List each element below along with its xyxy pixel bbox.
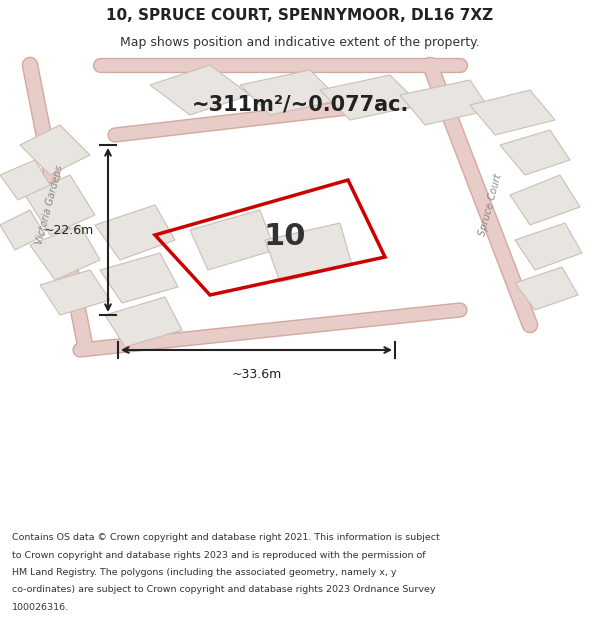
Polygon shape — [150, 65, 250, 115]
Polygon shape — [40, 270, 110, 315]
Text: Victoria Gardens: Victoria Gardens — [35, 164, 65, 246]
Polygon shape — [470, 90, 555, 135]
Polygon shape — [105, 297, 182, 347]
Polygon shape — [95, 205, 175, 260]
Polygon shape — [320, 75, 420, 120]
Polygon shape — [0, 160, 50, 200]
Text: ~311m²/~0.077ac.: ~311m²/~0.077ac. — [191, 95, 409, 115]
Text: Spruce Court: Spruce Court — [477, 173, 503, 237]
Text: Map shows position and indicative extent of the property.: Map shows position and indicative extent… — [120, 36, 480, 49]
Polygon shape — [265, 223, 352, 282]
Text: to Crown copyright and database rights 2023 and is reproduced with the permissio: to Crown copyright and database rights 2… — [12, 551, 425, 559]
Text: Contains OS data © Crown copyright and database right 2021. This information is : Contains OS data © Crown copyright and d… — [12, 533, 440, 542]
Polygon shape — [400, 80, 490, 125]
Polygon shape — [20, 125, 90, 175]
Text: 10, SPRUCE COURT, SPENNYMOOR, DL16 7XZ: 10, SPRUCE COURT, SPENNYMOOR, DL16 7XZ — [106, 8, 494, 23]
Polygon shape — [240, 70, 340, 115]
Text: 10: 10 — [263, 222, 306, 251]
Polygon shape — [515, 223, 582, 270]
Polygon shape — [190, 210, 275, 270]
Polygon shape — [100, 253, 178, 303]
Text: co-ordinates) are subject to Crown copyright and database rights 2023 Ordnance S: co-ordinates) are subject to Crown copyr… — [12, 586, 436, 594]
Text: ~22.6m: ~22.6m — [44, 224, 94, 236]
Text: 100026316.: 100026316. — [12, 603, 69, 612]
Polygon shape — [0, 210, 45, 250]
Polygon shape — [500, 130, 570, 175]
Text: ~33.6m: ~33.6m — [232, 368, 281, 381]
Polygon shape — [515, 267, 578, 310]
Polygon shape — [510, 175, 580, 225]
Polygon shape — [30, 225, 100, 280]
Polygon shape — [25, 175, 95, 235]
Text: HM Land Registry. The polygons (including the associated geometry, namely x, y: HM Land Registry. The polygons (includin… — [12, 568, 397, 577]
